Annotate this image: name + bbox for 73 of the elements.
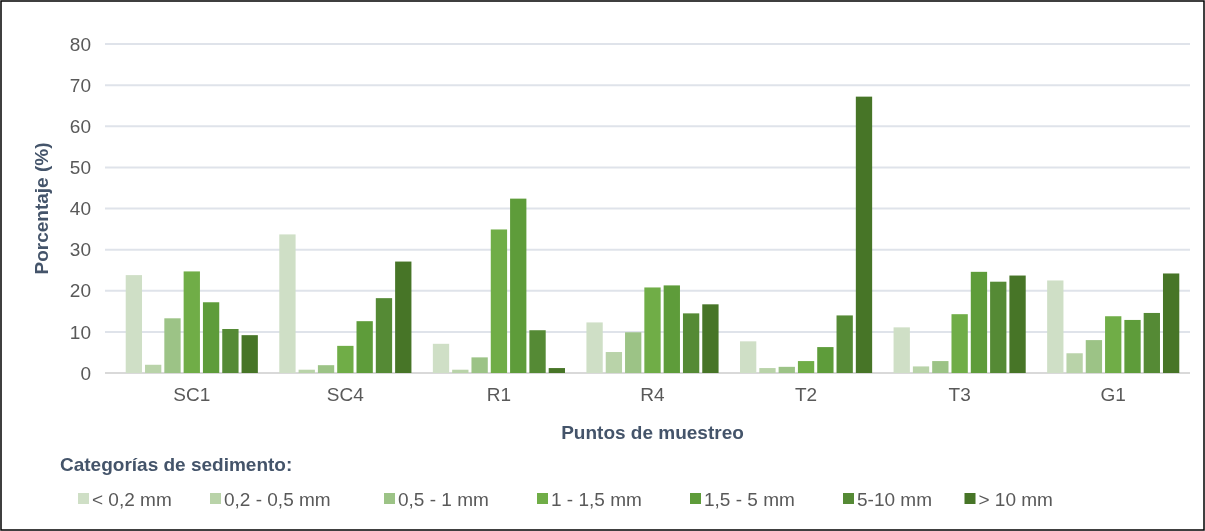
- bar: [740, 341, 757, 373]
- y-tick-label: 40: [69, 198, 91, 220]
- y-axis-title: Porcentaje (%): [31, 142, 52, 275]
- bar: [1085, 340, 1103, 373]
- y-tick-label: 80: [69, 33, 91, 55]
- bar: [1162, 273, 1180, 373]
- legend-label: 1 - 1,5 mm: [551, 488, 642, 510]
- y-tick-label: 50: [69, 157, 91, 179]
- bar: [471, 357, 488, 373]
- x-tick-label: G1: [1100, 384, 1126, 405]
- y-tick-label: 0: [80, 362, 91, 384]
- bar: [356, 321, 373, 373]
- bar: [625, 332, 642, 373]
- bar: [663, 285, 680, 373]
- bar: [1143, 312, 1160, 373]
- y-tick-label: 30: [69, 239, 91, 261]
- legend-label: 5-10 mm: [857, 488, 932, 510]
- bar: [222, 329, 239, 373]
- bar: [970, 271, 988, 373]
- bar: [817, 347, 834, 373]
- bar: [893, 327, 910, 373]
- y-tick-label: 70: [69, 74, 91, 96]
- y-tick-label: 60: [69, 115, 91, 137]
- legend-label: 0,5 - 1 mm: [398, 488, 489, 510]
- x-axis-title: Puntos de muestreo: [561, 422, 744, 443]
- bar: [125, 275, 143, 373]
- bar: [855, 96, 873, 373]
- bar: [586, 322, 603, 373]
- bar: [490, 229, 508, 373]
- bar: [1009, 275, 1026, 373]
- bar: [912, 366, 930, 373]
- x-tick-label: T3: [948, 384, 971, 405]
- x-tick-label: T2: [794, 384, 818, 405]
- bar: [605, 352, 623, 373]
- bar: [510, 198, 527, 373]
- bar: [1124, 319, 1141, 373]
- bar: [432, 343, 450, 373]
- bar: [183, 271, 200, 373]
- bar: [337, 345, 354, 373]
- y-tick-label: 20: [69, 280, 91, 302]
- x-tick-label: R4: [640, 384, 666, 405]
- legend-label: < 0,2 mm: [92, 488, 172, 510]
- bar: [202, 302, 220, 373]
- bar: [529, 330, 546, 373]
- bar: [951, 314, 968, 373]
- x-tick-label: R1: [486, 384, 512, 405]
- bar: [644, 287, 661, 373]
- bar: [932, 361, 949, 373]
- bar: [1047, 280, 1064, 373]
- legend-label: 0,2 - 0,5 mm: [224, 488, 331, 510]
- bar: [317, 365, 335, 373]
- bar: [1066, 353, 1083, 373]
- bar: [375, 298, 393, 373]
- bar: [395, 261, 412, 373]
- bar: [682, 313, 700, 373]
- bar: [279, 234, 296, 373]
- bar: [990, 281, 1007, 373]
- x-tick-label: SC4: [326, 384, 365, 405]
- bar: [759, 368, 776, 373]
- bar: [702, 304, 719, 373]
- bar: [241, 335, 258, 373]
- bar: [548, 368, 565, 373]
- legend-label: 1,5 - 5 mm: [704, 488, 795, 510]
- bar: [778, 366, 795, 373]
- bar: [836, 315, 853, 373]
- legend-title: Categorías de sedimento:: [60, 454, 293, 475]
- bar: [797, 361, 815, 373]
- y-tick-label: 10: [69, 321, 91, 343]
- legend-label: > 10 mm: [978, 488, 1053, 510]
- bar: [164, 318, 181, 373]
- x-tick-label: SC1: [173, 384, 211, 405]
- bar: [1105, 316, 1122, 373]
- bar: [145, 364, 162, 373]
